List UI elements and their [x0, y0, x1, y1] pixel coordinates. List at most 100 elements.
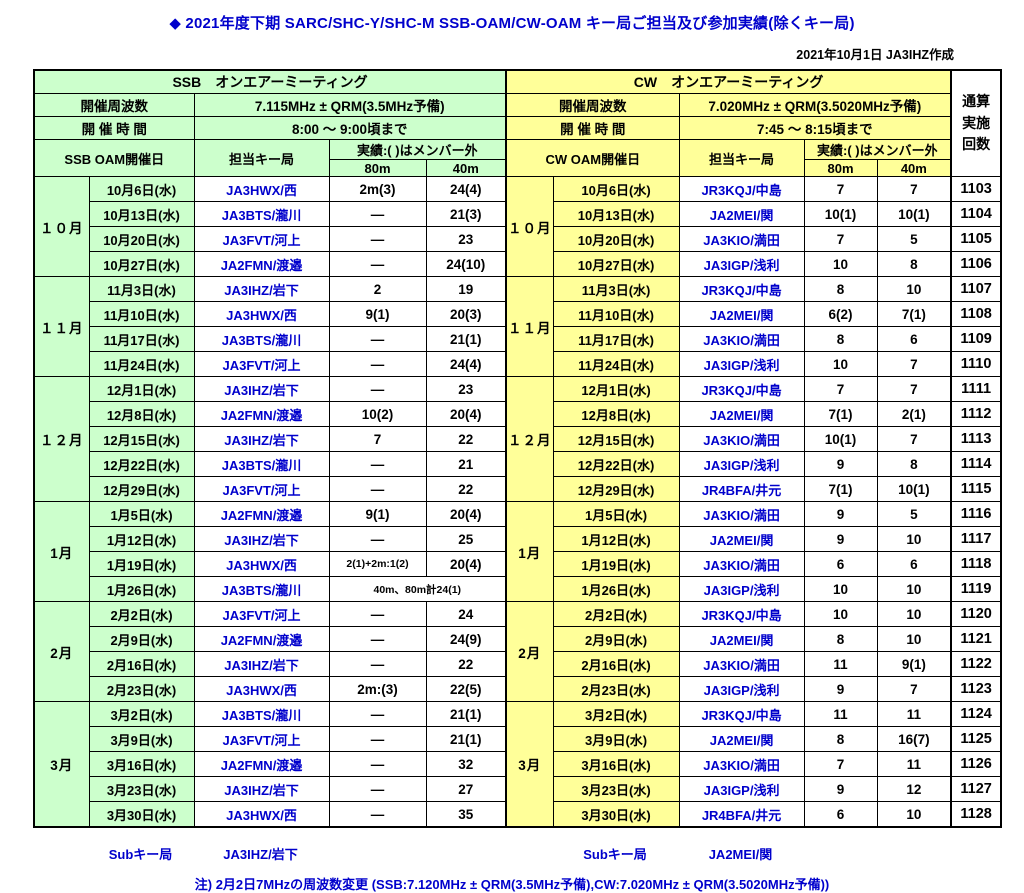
oam-table-body: １０月 10月6日(水) JA3HWX/西 2m(3) 24(4) １０月 10月6日(水)…	[33, 176, 1002, 828]
cw-40m-result-cell: 7	[876, 426, 952, 452]
cw-date-cell: 1月12日(水)	[552, 526, 680, 552]
cw-date-cell: 11月10日(水)	[552, 301, 680, 327]
cw-date-cell: 10月13日(水)	[552, 201, 680, 227]
total-count-cell: 1108	[950, 301, 1002, 327]
page-title: ◆ 2021年度下期 SARC/SHC-Y/SHC-M SSB-OAM/CW-O…	[169, 15, 855, 32]
ssb-40m-result-cell: 24(10)	[425, 251, 507, 277]
ssb-80m-result-cell: 9(1)	[328, 501, 427, 527]
cw-80m-result-cell: 7	[803, 226, 878, 252]
ssb-frequency-value: 7.115MHz ± QRM(3.5MHz予備)	[193, 93, 507, 117]
cw-sub-key-value: JA2MEI/関	[708, 847, 773, 862]
total-count-cell: 1117	[950, 526, 1002, 552]
cw-80m-result-cell: 8	[803, 326, 878, 352]
ssb-80m-result-cell: ―	[328, 726, 427, 752]
cw-40m-result-cell: 2(1)	[876, 401, 952, 427]
cw-key-station-cell: JR3KQJ/中島	[678, 276, 805, 302]
total-count-cell: 1123	[950, 676, 1002, 702]
ssb-40m-result-cell: 24(9)	[425, 626, 507, 652]
ssb-month-cell: １１月	[33, 276, 90, 377]
cw-date-cell: 3月9日(水)	[552, 726, 680, 752]
cw-80m-result-cell: 7(1)	[803, 476, 878, 502]
ssb-80m-result-cell: 2m:(3)	[328, 676, 427, 702]
cw-40m-result-cell: 8	[876, 251, 952, 277]
cw-key-station-cell: JR3KQJ/中島	[678, 376, 805, 402]
cw-date-cell: 3月16日(水)	[552, 751, 680, 777]
cw-date-cell: 10月27日(水)	[552, 251, 680, 277]
cw-date-cell: 3月2日(水)	[552, 701, 680, 727]
cw-month-cell: 3月	[505, 701, 554, 828]
ssb-date-cell: 1月5日(水)	[88, 501, 195, 527]
ssb-date-cell: 3月2日(水)	[88, 701, 195, 727]
ssb-80m-result-cell: ―	[328, 651, 427, 677]
ssb-80m-result-cell: 2m(3)	[328, 176, 427, 202]
ssb-key-station-cell: JA3BTS/瀧川	[193, 451, 330, 477]
table-row: 11月17日(水) JA3BTS/瀧川 ― 21(1) 11月17日(水) JA3KIO/…	[34, 326, 1002, 352]
ssb-date-cell: 11月24日(水)	[88, 351, 195, 377]
ssb-key-station-cell: JA3FVT/河上	[193, 726, 330, 752]
total-count-cell: 1118	[950, 551, 1002, 577]
ssb-sub-key-value: JA3IHZ/岩下	[223, 847, 298, 862]
ssb-40m-result-cell: 20(4)	[425, 501, 507, 527]
cw-80m-result-cell: 6	[803, 551, 878, 577]
table-row: 1月 1月5日(水) JA2FMN/渡邉 9(1) 20(4) 1月 1月5日(水) JA3K…	[33, 501, 1002, 602]
cw-80m-result-cell: 8	[803, 276, 878, 302]
cw-key-station-cell: JA3KIO/満田	[678, 226, 805, 252]
ssb-80m-result-cell: ―	[328, 601, 427, 627]
cw-40m-result-cell: 10	[876, 526, 952, 552]
ssb-date-cell: 11月3日(水)	[88, 276, 195, 302]
table-row: 11月10日(水) JA3HWX/西 9(1) 20(3) 11月10日(水) JA2ME…	[34, 301, 1002, 327]
cw-date-cell: 11月17日(水)	[552, 326, 680, 352]
table-row: 3月9日(水) JA3FVT/河上 ― 21(1) 3月9日(水) JA2MEI/関 8 16…	[34, 726, 1002, 752]
table-row: 12月29日(水) JA3FVT/河上 ― 22 12月29日(水) JR4BFA/井元 7…	[34, 476, 1002, 502]
total-count-cell: 1104	[950, 201, 1002, 227]
frequency-row: 開催周波数 7.115MHz ± QRM(3.5MHz予備) 開催周波数 7.0…	[33, 93, 1001, 117]
cw-key-station-cell: JR3KQJ/中島	[678, 601, 805, 627]
total-count-cell: 1105	[950, 226, 1002, 252]
cw-80m-result-cell: 10	[803, 351, 878, 377]
ssb-80m-result-cell: 9(1)	[328, 301, 427, 327]
table-row: 3月30日(水) JA3HWX/西 ― 35 3月30日(水) JR4BFA/井元 6 10 1…	[34, 801, 1002, 828]
ssb-80m-result-cell: ―	[328, 801, 427, 828]
ssb-key-station-cell: JA3BTS/瀧川	[193, 201, 330, 227]
total-count-cell: 1112	[950, 401, 1002, 427]
created-by-line: 2021年10月1日 JA3IHZ作成	[796, 48, 954, 62]
cw-key-station-cell: JA2MEI/関	[678, 201, 805, 227]
ssb-40m-result-cell: 21(3)	[425, 201, 507, 227]
cw-key-station-cell: JA3KIO/満田	[678, 651, 805, 677]
ssb-key-station-cell: JA3IHZ/岩下	[193, 376, 330, 402]
ssb-40m-result-cell: 20(4)	[425, 401, 507, 427]
ssb-40m-result-cell: 24(4)	[425, 176, 507, 202]
cw-frequency-value: 7.020MHz ± QRM(3.5020MHz予備)	[678, 93, 952, 117]
cw-key-station-cell: JA3KIO/満田	[678, 326, 805, 352]
cw-key-station-cell: JR4BFA/井元	[678, 801, 805, 828]
ssb-40m-result-cell: 25	[425, 526, 507, 552]
ssb-80m-result-cell: ―	[328, 626, 427, 652]
cw-40m-result-cell: 8	[876, 451, 952, 477]
ssb-80m-result-cell: ―	[328, 376, 427, 402]
oam-table: SSB オンエアーミーティング CW オンエアーミーティング 通算 実施 回数 …	[33, 69, 1003, 828]
cw-key-station-cell: JA2MEI/関	[678, 626, 805, 652]
cw-time-value: 7:45 ～ 8:15頃まで	[678, 116, 952, 140]
cw-date-cell: 2月16日(水)	[552, 651, 680, 677]
ssb-80m-result-cell: ―	[328, 526, 427, 552]
cw-date-cell: 2月23日(水)	[552, 676, 680, 702]
cw-key-station-cell: JA2MEI/関	[678, 401, 805, 427]
ssb-80m-result-cell: 10(2)	[328, 401, 427, 427]
table-row: １２月 12月1日(水) JA3IHZ/岩下 ― 23 １２月 12月1日(水) JR3KQJ…	[33, 376, 1002, 502]
cw-key-station-cell: JR3KQJ/中島	[678, 701, 805, 727]
ssb-date-cell: 11月17日(水)	[88, 326, 195, 352]
cw-80m-result-cell: 7	[803, 751, 878, 777]
table-row: 10月13日(水) JA3BTS/瀧川 ― 21(3) 10月13日(水) JA2MEI/…	[34, 201, 1002, 227]
total-count-cell: 1114	[950, 451, 1002, 477]
ssb-date-cell: 2月2日(水)	[88, 601, 195, 627]
ssb-key-station-cell: JA3IHZ/岩下	[193, 526, 330, 552]
ssb-40m-result-cell: 21(1)	[425, 701, 507, 727]
ssb-80m-result-cell: ―	[328, 701, 427, 727]
ssb-80m-result-cell: ―	[328, 326, 427, 352]
cw-80m-result-cell: 10	[803, 251, 878, 277]
total-count-cell: 1120	[950, 601, 1002, 627]
ssb-month-cell: 1月	[33, 501, 90, 602]
total-count-cell: 1128	[950, 801, 1002, 828]
total-column-header: 通算 実施 回数	[950, 69, 1002, 177]
ssb-key-station-cell: JA3BTS/瀧川	[193, 701, 330, 727]
